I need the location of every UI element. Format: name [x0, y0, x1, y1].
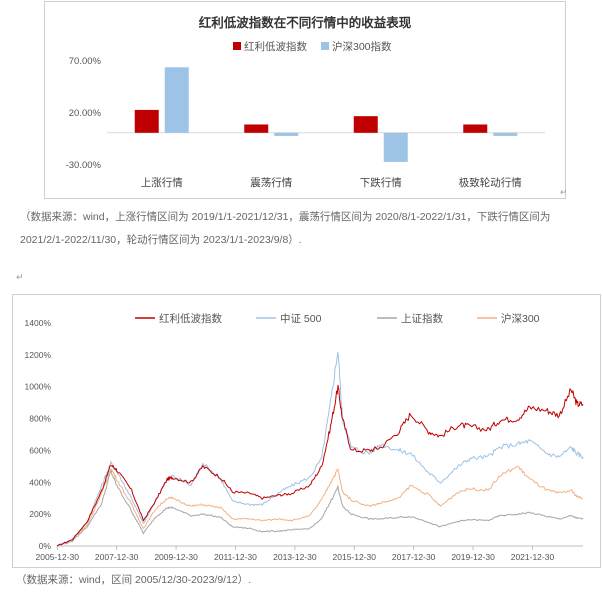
y-tick-label: 1400%: [25, 318, 52, 328]
y-tick-label: 20.00%: [69, 108, 102, 119]
bar: [493, 132, 518, 136]
y-tick-label: -30.00%: [66, 160, 102, 171]
line-chart-source-note: （数据来源：wind，区间 2005/12/30-2023/9/12）.: [16, 574, 252, 586]
legend-label: 沪深300: [501, 312, 540, 325]
y-tick-label: 1200%: [25, 350, 52, 360]
x-tick-label: 2005-12-30: [36, 552, 80, 562]
bar-legend: 红利低波指数 沪深300指数: [233, 40, 392, 53]
legend-swatch: [321, 42, 329, 50]
line-legend: 红利低波指数 中证 500 上证指数 沪深300: [135, 312, 540, 325]
return-mark: ↵: [16, 272, 24, 282]
bar: [244, 124, 269, 133]
y-tick-label: 600%: [29, 445, 51, 455]
bar-chart-title: 红利低波指数在不同行情中的收益表现: [198, 16, 412, 30]
x-tick-label: 2017-12-30: [392, 552, 436, 562]
x-tick-label: 2007-12-30: [95, 552, 139, 562]
x-tick-label: 2013-12-30: [273, 552, 317, 562]
y-tick-label: 200%: [29, 509, 51, 519]
bar: [164, 67, 189, 133]
bar-chart-source-note: （数据来源：wind，上涨行情区间为 2019/1/1-2021/12/31，震…: [20, 206, 600, 252]
bar: [274, 132, 299, 136]
y-tick-label: 400%: [29, 477, 51, 487]
y-tick-label: 800%: [29, 414, 51, 424]
legend-label: 中证 500: [280, 312, 322, 325]
bar: [353, 116, 378, 133]
legend-label: 红利低波指数: [244, 40, 307, 53]
category-label: 震荡行情: [250, 176, 292, 189]
bar-chart-panel: 红利低波指数在不同行情中的收益表现 红利低波指数 沪深300指数 70.00% 20.…: [44, 1, 566, 199]
source-line-1: （数据来源：wind，上涨行情区间为 2019/1/1-2021/12/31，震…: [20, 211, 551, 223]
legend-label: 上证指数: [401, 312, 443, 325]
x-tick-label: 2009-12-30: [154, 552, 198, 562]
line-chart-panel: 红利低波指数 中证 500 上证指数 沪深300 0% 200% 400% 600% 800% 1…: [12, 294, 601, 568]
x-tick-label: 2021-12-30: [511, 552, 555, 562]
y-tick-label: 70.00%: [69, 56, 102, 67]
line-chart: 红利低波指数 中证 500 上证指数 沪深300 0% 200% 400% 600% 800% 1…: [25, 312, 584, 562]
category-label: 极致轮动行情: [459, 176, 522, 189]
source-line-2: 2021/2/1-2022/11/30，轮动行情区间为 2023/1/1-202…: [20, 234, 302, 246]
legend-label: 沪深300指数: [332, 40, 392, 53]
bar-chart: 红利低波指数 沪深300指数 70.00% 20.00% -30.00% 上涨行情 震荡行情…: [66, 40, 545, 189]
series-line: [56, 470, 584, 547]
x-tick-label: 2011-12-30: [214, 552, 257, 562]
category-label: 下跌行情: [360, 176, 402, 189]
series-line: [56, 465, 584, 547]
category-label: 上涨行情: [141, 176, 183, 189]
bar: [383, 132, 408, 162]
legend-label: 红利低波指数: [159, 312, 222, 325]
x-tick-label: 2019-12-30: [451, 552, 495, 562]
legend-swatch: [233, 42, 241, 50]
x-tick-label: 2015-12-30: [333, 552, 377, 562]
y-tick-label: 1000%: [25, 382, 52, 392]
series-line: [56, 351, 584, 547]
return-mark: ↵: [560, 187, 568, 197]
bar: [134, 109, 159, 133]
y-tick-label: 0%: [39, 541, 52, 551]
series-line: [56, 384, 584, 547]
bar: [463, 124, 488, 133]
